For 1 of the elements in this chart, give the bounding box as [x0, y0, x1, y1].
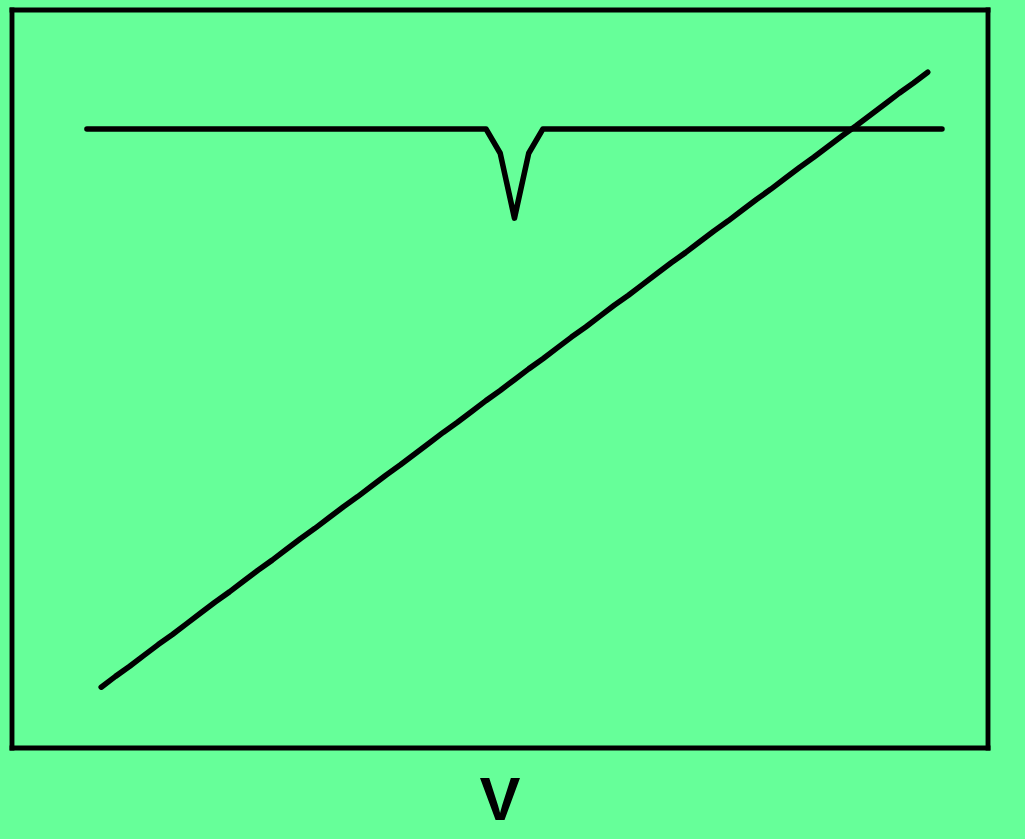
x-axis-title: V [480, 778, 520, 821]
